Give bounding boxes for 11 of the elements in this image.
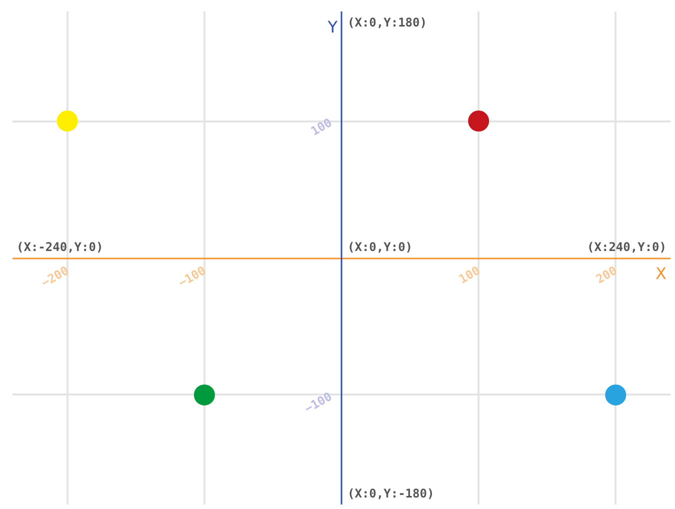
- x-tick-label: −100: [176, 263, 208, 290]
- annotation: (X:0,Y:-180): [348, 486, 434, 500]
- annotation: (X:0,Y:180): [348, 16, 427, 30]
- x-tick-label: 100: [456, 263, 482, 286]
- annotation: (X:-240,Y:0): [16, 240, 104, 254]
- y-axis-title: Y: [326, 18, 338, 36]
- x-tick-label: 200: [594, 263, 620, 286]
- annotation: (X:0,Y:0): [348, 240, 413, 254]
- annotation: (X:240,Y:0): [587, 240, 667, 254]
- x-axis-title: X: [656, 264, 667, 283]
- x-tick-label: −200: [39, 263, 72, 290]
